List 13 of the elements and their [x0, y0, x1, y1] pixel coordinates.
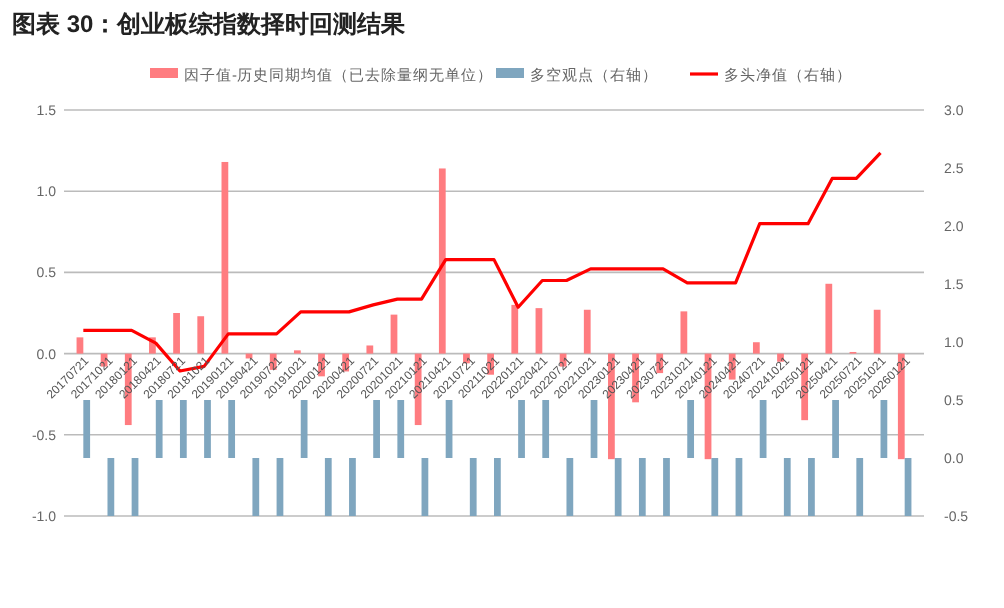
bar [366, 345, 374, 354]
bar [752, 342, 760, 354]
bar [511, 304, 519, 354]
bar [873, 309, 881, 354]
bar [825, 283, 833, 354]
bar [583, 309, 591, 354]
bar [76, 337, 84, 354]
bar [680, 311, 688, 354]
bar [197, 316, 205, 354]
bar [535, 308, 543, 354]
bar [173, 313, 180, 354]
bar [438, 168, 446, 354]
chart-title: 图表 30：创业板综指数择时回测结果 [12, 10, 408, 38]
